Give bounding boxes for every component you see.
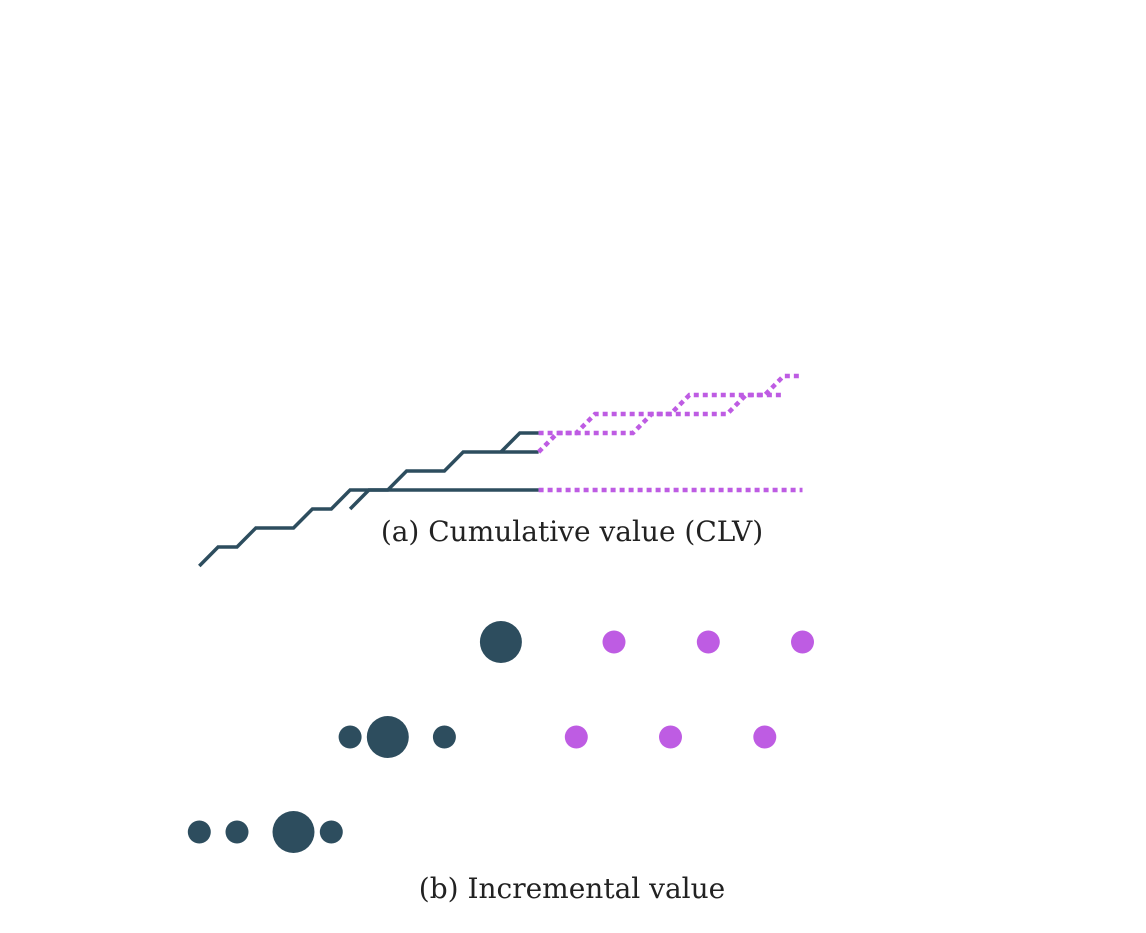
- observed-transaction-dot: [432, 725, 456, 749]
- observed-transaction-dot: [225, 820, 249, 844]
- forecast-transaction-dot: [602, 630, 626, 654]
- customer-3-incremental: [187, 811, 343, 853]
- panel-b-caption: (b) Incremental value: [419, 872, 725, 905]
- observed-transaction-dot: [338, 725, 362, 749]
- observed-transaction-dot: [187, 820, 211, 844]
- customer-1-incremental: [479, 621, 814, 663]
- forecast-transaction-dot: [696, 630, 720, 654]
- forecast-value-line: [537, 392, 784, 454]
- forecast-transaction-dot: [564, 725, 588, 749]
- customer-3-cumulative: [198, 487, 803, 568]
- forecast-value-line: [538, 373, 803, 436]
- observed-transaction-dot: [319, 820, 343, 844]
- observed-transaction-dot: [366, 716, 409, 758]
- customer-2-incremental: [338, 716, 777, 758]
- panel-a-caption: (a) Cumulative value (CLV): [381, 515, 763, 548]
- observed-value-line: [499, 431, 539, 454]
- observed-transaction-dot: [272, 811, 315, 853]
- forecast-transaction-dot: [659, 725, 682, 749]
- panel-a-cumulative-value: [198, 373, 803, 568]
- observed-value-line: [348, 450, 539, 511]
- observed-transaction-dot: [479, 621, 522, 663]
- forecast-transaction-dot: [791, 630, 814, 654]
- panel-b-incremental-value: [187, 621, 814, 853]
- observed-value-line: [198, 488, 539, 568]
- forecast-transaction-dot: [753, 725, 777, 749]
- customer-1-cumulative: [499, 373, 803, 454]
